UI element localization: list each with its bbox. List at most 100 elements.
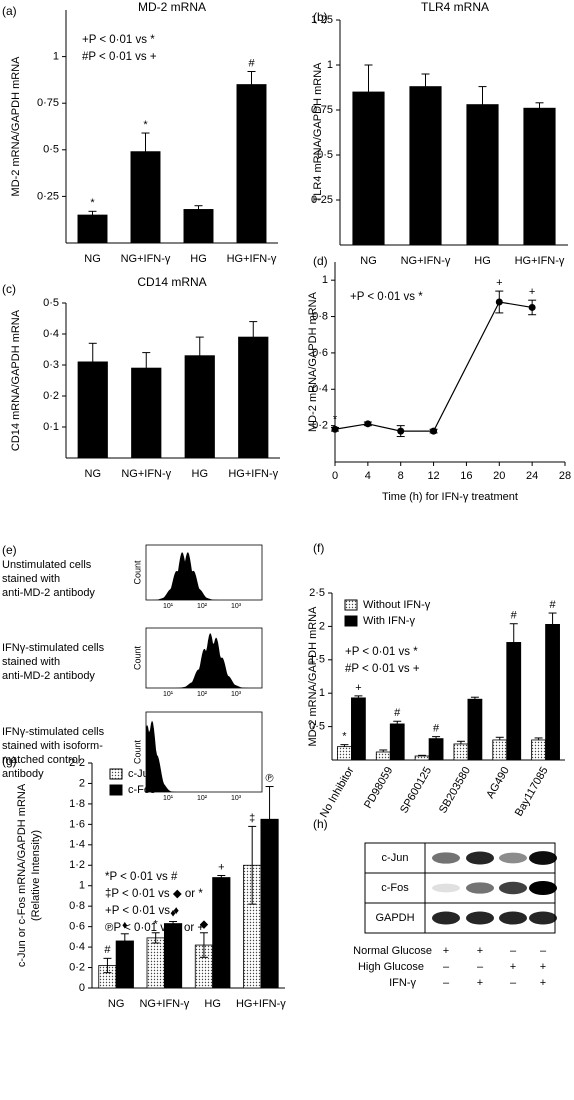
x-tick-label: AG490 <box>484 765 512 801</box>
y-axis-label: Count <box>132 740 142 765</box>
bar <box>389 723 405 761</box>
x-tick-label: NG <box>108 998 125 1010</box>
condition-mark: – <box>510 977 517 989</box>
significance-mark: * <box>143 119 148 131</box>
y-tick-label: 1·4 <box>69 839 85 851</box>
x-tick-label: 10² <box>197 795 208 802</box>
chart-title: CD14 mRNA <box>137 275 206 289</box>
chart-title: TLR4 mRNA <box>421 0 489 14</box>
band-label: c-Jun <box>382 852 409 864</box>
condition-mark: – <box>540 945 547 957</box>
x-tick-label: HG+IFN-γ <box>236 998 286 1010</box>
legend-swatch <box>344 599 358 611</box>
significance-mark: * <box>154 919 159 931</box>
y-tick-label: 0·4 <box>69 941 85 953</box>
x-tick-label: HG+IFN-γ <box>228 468 278 480</box>
bar <box>523 107 556 246</box>
x-tick-label: NG+IFN-γ <box>139 998 189 1010</box>
bar <box>183 209 214 244</box>
band <box>529 851 557 865</box>
note: #P < 0·01 vs + <box>82 51 157 63</box>
row-label: stained with <box>2 573 60 585</box>
band <box>432 911 460 925</box>
y-tick-label: 0·6 <box>312 347 328 359</box>
y-tick-label: 0·1 <box>43 421 59 433</box>
significance-mark: # <box>248 57 255 69</box>
significance-mark: ♦ <box>122 920 128 932</box>
condition-mark: + <box>443 945 449 957</box>
y-tick-label: 0·2 <box>69 961 85 973</box>
x-tick-label: 10² <box>197 691 208 698</box>
row-label: IFNγ-stimulated cells <box>2 726 105 738</box>
bar <box>212 877 231 989</box>
panel-label: (b) <box>313 10 328 24</box>
condition-mark: – <box>443 961 450 973</box>
panel-label: (g) <box>2 754 17 768</box>
note: +P < 0·01 vs * <box>82 34 155 46</box>
significance-mark: * <box>333 413 338 425</box>
x-tick-label: NG <box>84 253 101 265</box>
bar <box>184 355 215 459</box>
band <box>466 851 494 865</box>
x-tick-label: NG+IFN-γ <box>121 468 171 480</box>
significance-mark: ◆ <box>200 919 209 931</box>
band <box>432 852 460 864</box>
x-tick-label: PD98059 <box>362 765 395 811</box>
y-tick-label: 2·5 <box>309 587 325 599</box>
band <box>466 882 494 894</box>
x-tick-label: 4 <box>365 470 371 482</box>
y-tick-label: 0·4 <box>312 383 328 395</box>
band-label: GAPDH <box>375 912 414 924</box>
x-tick-label: HG+IFN-γ <box>515 255 565 267</box>
x-tick-label: NG <box>85 468 102 480</box>
x-tick-label: 10³ <box>231 603 242 610</box>
x-tick-label: 10³ <box>231 691 242 698</box>
bar <box>414 755 430 761</box>
significance-mark: ‡ <box>249 812 255 824</box>
x-tick-label: HG <box>204 998 221 1010</box>
x-tick-label: 28 <box>559 470 571 482</box>
y-tick-label: 1 <box>319 687 325 699</box>
y-tick-label: 0·2 <box>312 420 328 432</box>
significance-mark: * <box>342 731 347 743</box>
legend-label: Without IFN-γ <box>363 599 431 611</box>
y-tick-label: 1·5 <box>309 654 325 666</box>
y-tick-label: 0·5 <box>317 149 333 161</box>
bar <box>467 698 483 761</box>
y-tick-label: 0·6 <box>69 921 85 933</box>
y-tick-label: 0·4 <box>43 328 59 340</box>
histogram <box>146 552 262 600</box>
condition-label: IFN-γ <box>389 977 416 989</box>
x-tick-label: 10¹ <box>163 691 174 698</box>
y-axis-label: Count <box>132 560 142 585</box>
row-label: stained with <box>2 656 60 668</box>
y-axis-label: MD-2 mRNA/GAPDH mRNA <box>307 606 319 747</box>
note: *P < 0·01 vs # <box>105 871 178 883</box>
x-axis-label: Time (h) for IFN-γ treatment <box>382 491 518 503</box>
x-tick-label: NG <box>360 255 377 267</box>
condition-label: Normal Glucose <box>353 945 432 957</box>
x-tick-label: NG+IFN-γ <box>121 253 171 265</box>
legend-swatch <box>109 768 123 780</box>
panel-label: (e) <box>2 543 17 557</box>
row-label: antibody <box>2 768 44 780</box>
band <box>529 911 557 925</box>
band-label: c-Fos <box>381 882 409 894</box>
significance-mark: # <box>394 707 401 719</box>
note: ‡P < 0·01 vs ◆ or * <box>105 888 203 900</box>
row-label: matched control <box>2 754 80 766</box>
chart-title: MD-2 mRNA <box>138 0 206 14</box>
bar <box>131 367 162 459</box>
y-tick-label: 0·8 <box>312 310 328 322</box>
histogram-frame <box>145 544 263 601</box>
x-tick-label: HG <box>190 253 207 265</box>
y-tick-label: 0·75 <box>311 104 333 116</box>
y-tick-label: 0·3 <box>43 359 59 371</box>
row-label: stained with isoform- <box>2 740 103 752</box>
y-axis-label: (Relative Intensity) <box>30 830 42 921</box>
condition-mark: – <box>477 961 484 973</box>
row-label: Unstimulated cells <box>2 559 92 571</box>
panel-label: (c) <box>2 282 16 296</box>
line <box>334 301 533 432</box>
